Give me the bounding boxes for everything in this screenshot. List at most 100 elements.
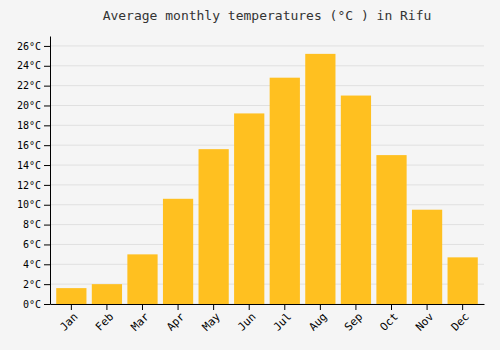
x-tick: Nov [413,304,437,334]
y-tick: 12°C [17,180,50,191]
y-tick: 4°C [23,259,50,270]
y-tick-mark [44,185,50,186]
y-tick: 22°C [17,80,50,91]
grid-line [50,165,484,166]
y-tick-mark [44,105,50,106]
y-tick: 24°C [17,60,50,71]
y-tick-label: 18°C [17,120,41,131]
x-tick-label: Mar [129,310,153,334]
x-tick-label: Dec [449,310,472,333]
x-tick-mark [178,304,179,310]
bar [448,257,478,304]
y-tick: 0°C [23,299,50,310]
y-tick-mark [44,225,50,226]
y-tick-label: 22°C [17,80,41,91]
bar [92,284,122,304]
x-tick-label: Jun [235,310,258,333]
y-tick-mark [44,165,50,166]
bar [56,288,86,304]
x-tick-label: Aug [306,310,329,333]
grid-line [50,184,484,185]
grid [50,46,484,304]
x-tick-label: Jan [57,310,80,333]
x-tick: Oct [378,304,401,334]
x-tick: May [200,304,224,334]
x-axis-line [51,304,485,305]
y-tick-mark [44,66,50,67]
x-tick-label: Feb [93,310,116,333]
x-tick: Mar [129,304,153,334]
x-tick: Feb [93,304,116,334]
x-tick-mark [320,304,321,310]
x-tick: Jul [271,304,294,334]
y-tick-label: 6°C [23,239,41,250]
x-tick-label: Jul [271,310,294,333]
x-tick-label: Oct [378,310,401,333]
y-tick-mark [44,284,50,285]
grid-line [50,85,484,86]
y-tick: 2°C [23,279,50,290]
grid-line [50,125,484,126]
bar [341,96,371,304]
y-tick-mark [44,125,50,126]
y-tick-label: 0°C [23,299,41,310]
x-tick: Aug [306,304,329,334]
chart: Jan Feb Mar Apr May Jun Jul Aug Sep Oct Nov Dec 0°C 2… [0,0,500,350]
y-tick-label: 4°C [23,259,41,270]
grid-line [50,204,484,205]
x-tick-mark [355,304,356,310]
y-tick-mark [44,304,50,305]
x-tick-mark [391,304,392,310]
bar [376,155,406,304]
y-tick: 20°C [17,100,50,111]
y-tick-mark [44,145,50,146]
x-tick: Dec [449,304,472,334]
y-tick-mark [44,264,50,265]
y-tick: 10°C [17,199,50,210]
x-tick-label: Apr [164,310,188,334]
x-tick-mark [142,304,143,310]
y-tick: 8°C [23,219,50,230]
y-tick-label: 10°C [17,199,41,210]
y-tick-mark [44,244,50,245]
bar [234,113,264,304]
y-tick-mark [44,86,50,87]
x-tick-mark [462,304,463,310]
y-tick-label: 24°C [17,60,41,71]
x-tick-mark [71,304,72,310]
x-tick-label: Sep [342,310,365,333]
x-tick-mark [106,304,107,310]
y-tick-label: 16°C [17,140,41,151]
bar [163,199,193,304]
plot-area [56,54,478,304]
title: Average monthly temperatures (°C ) in Ri… [103,8,432,23]
y-tick-mark [44,205,50,206]
y-tick: 16°C [17,140,50,151]
grid-line [50,105,484,106]
y-tick-label: 12°C [17,180,41,191]
grid-line [50,145,484,146]
grid-line [50,65,484,66]
bar [199,149,229,304]
y-tick: 6°C [23,239,50,250]
bar [305,54,335,304]
y-tick-mark [44,46,50,47]
bar [127,254,157,304]
x-tick: Sep [342,304,365,334]
y-axis-line [50,37,51,305]
grid-line [50,45,484,46]
x-tick-mark [249,304,250,310]
x-tick-mark [213,304,214,310]
y-tick: 18°C [17,120,50,131]
bar [412,210,442,304]
x-tick-mark [427,304,428,310]
y-tick-label: 2°C [23,279,41,290]
bar [270,78,300,304]
y-tick-label: 20°C [17,100,41,111]
x-tick: Jun [235,304,258,334]
x-tick: Apr [164,304,188,334]
x-tick: Jan [57,304,80,334]
y-tick-label: 8°C [23,219,41,230]
x-axis: Jan Feb Mar Apr May Jun Jul Aug Sep Oct Nov Dec [51,304,485,334]
x-tick-label: May [200,310,224,334]
